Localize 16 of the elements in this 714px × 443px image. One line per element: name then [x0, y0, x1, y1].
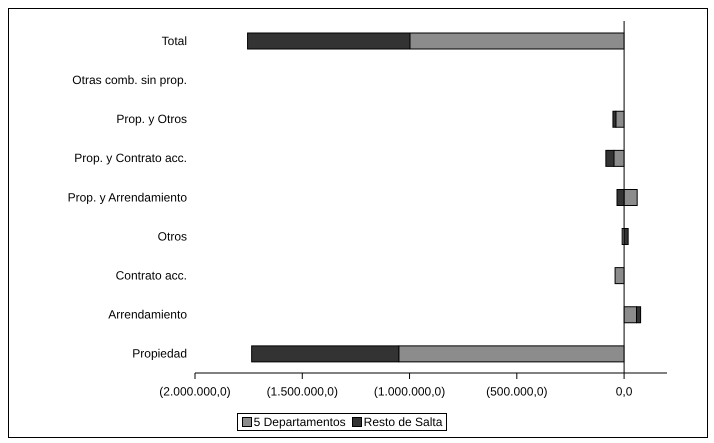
y-tick-label: Otras comb. sin prop.	[72, 72, 187, 87]
y-tick-label: Prop. y Contrato acc.	[74, 151, 187, 166]
y-tick-label: Propiedad	[132, 346, 187, 361]
y-tick-label: Prop. y Arrendamiento	[68, 190, 188, 204]
y-tick-label: Otros	[158, 229, 187, 244]
x-tick-label: (1.000.000,0)	[374, 384, 446, 399]
y-tick-label: Arrendamiento	[108, 308, 188, 322]
x-tick-label: (500.000,0)	[486, 384, 548, 399]
x-tick-label: 0,0	[616, 384, 633, 399]
legend-label: 5 Departamentos	[252, 415, 346, 429]
x-tick-label: (2.000.000,0)	[159, 384, 231, 399]
y-tick-label: Prop. y Otros	[116, 112, 187, 126]
x-tick-label: (1.500.000,0)	[266, 384, 338, 399]
y-tick-label: Contrato acc.	[116, 268, 187, 282]
y-tick-label: Total	[162, 34, 187, 48]
legend-label: Resto de Salta	[362, 415, 442, 429]
